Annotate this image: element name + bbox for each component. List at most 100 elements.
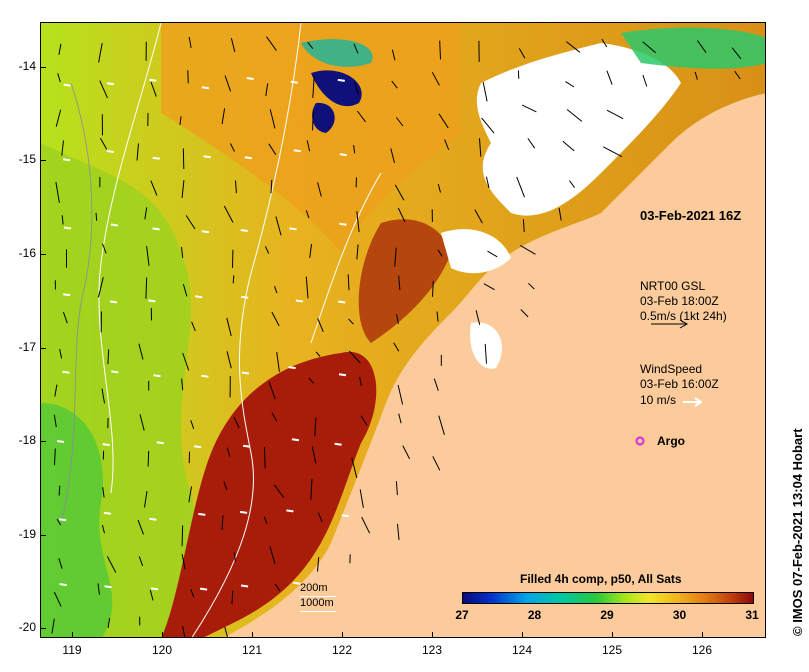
wind-arrow [56,440,65,443]
current-arrow [55,109,62,127]
current-arrow [475,310,481,325]
green-sst-patch [41,403,113,637]
x-tick-label: 126 [691,643,713,657]
wind-arrow [240,584,249,588]
current-arrow [437,249,443,257]
current-arrow [527,138,536,149]
x-tick-label: 122 [331,643,353,657]
current-arrow [98,43,103,63]
cold-water-patch [311,70,362,133]
current-arrow [481,117,495,134]
x-tick-label: 123 [421,643,443,657]
current-scale-arrow [651,319,689,329]
current-arrow [187,70,189,84]
current-arrow [270,179,273,194]
current-arrow [516,176,525,198]
wind-legend-time: 03-Feb 16:00Z [640,377,719,391]
current-arrow [182,352,190,371]
current-arrow [54,448,56,466]
y-tick-mark [40,160,46,161]
bathy-contour [310,172,382,344]
wind-vectors [56,77,349,591]
current-legend-title: NRT00 GSL [640,279,706,293]
current-arrow [353,145,356,154]
current-arrow [97,277,104,298]
warm-coastal-band [161,351,377,637]
y-tick-mark [40,254,46,255]
current-arrow [317,318,324,332]
current-arrow [232,275,235,284]
x-tick-label: 121 [241,643,263,657]
current-arrow [438,113,449,129]
current-arrow [275,216,282,236]
current-arrow [487,250,498,258]
current-arrow [347,274,350,291]
current-legend-scale: 0.5m/s (1kt 24h) [640,309,727,323]
y-tick-mark [40,535,46,536]
wind-arrow [59,583,67,587]
wind-arrow [339,153,347,157]
current-arrow [439,40,441,60]
sst-map [41,23,765,637]
current-arrow [485,176,490,189]
wind-arrow [149,517,157,521]
current-arrow [310,478,313,500]
current-arrow [528,282,535,290]
wind-arrow [102,443,110,447]
current-arrow [444,139,450,150]
current-arrow [484,343,487,364]
current-arrow [566,109,583,122]
wind-arrow [334,442,342,446]
current-arrow [558,207,562,221]
wind-legend-scale: 10 m/s [640,393,677,407]
current-arrow [101,524,105,534]
current-arrow [307,41,314,49]
current-arrow [53,591,62,607]
current-arrow [58,558,63,569]
current-arrow [315,351,321,357]
wind-arrow [106,82,115,86]
current-arrow [606,109,624,120]
current-arrow [309,243,313,258]
current-arrow [58,43,62,55]
current-arrow [474,209,483,224]
wind-arrow [290,80,298,84]
current-arrow [305,210,310,219]
current-arrow [271,412,278,422]
current-arrow [273,484,285,498]
current-arrow [519,244,536,255]
current-arrow [269,546,276,564]
warm-band-north [358,219,451,343]
wind-arrow [153,374,161,378]
wind-arrow [295,299,304,303]
current-arrow [221,515,224,531]
map-timestamp: 03-Feb-2021 16Z [640,208,742,223]
wind-arrow [63,226,72,230]
wind-arrow [337,78,345,82]
current-arrow [61,215,64,225]
current-arrow [99,138,108,150]
x-tick-mark [342,632,343,638]
current-arrow [312,109,314,131]
y-tick-mark [40,441,46,442]
colorbar-tick-label: 31 [745,608,759,622]
wind-arrow [341,514,349,518]
current-arrow [397,207,406,223]
current-arrow [522,219,525,233]
x-tick-label: 120 [151,643,173,657]
current-arrow [53,414,57,428]
current-arrow [62,311,68,324]
y-tick-label: -20 [18,620,36,634]
current-arrow [642,74,648,87]
current-arrow [264,246,270,254]
current-arrow [359,489,364,508]
current-arrow [308,377,314,384]
current-arrow [150,81,157,97]
current-arrow [562,140,575,152]
current-arrow [394,247,397,267]
current-arrow [188,37,192,48]
contour-200m [98,23,162,494]
current-arrow [356,110,366,123]
y-tick-label: -19 [18,527,36,541]
wind-arrow [246,77,254,80]
